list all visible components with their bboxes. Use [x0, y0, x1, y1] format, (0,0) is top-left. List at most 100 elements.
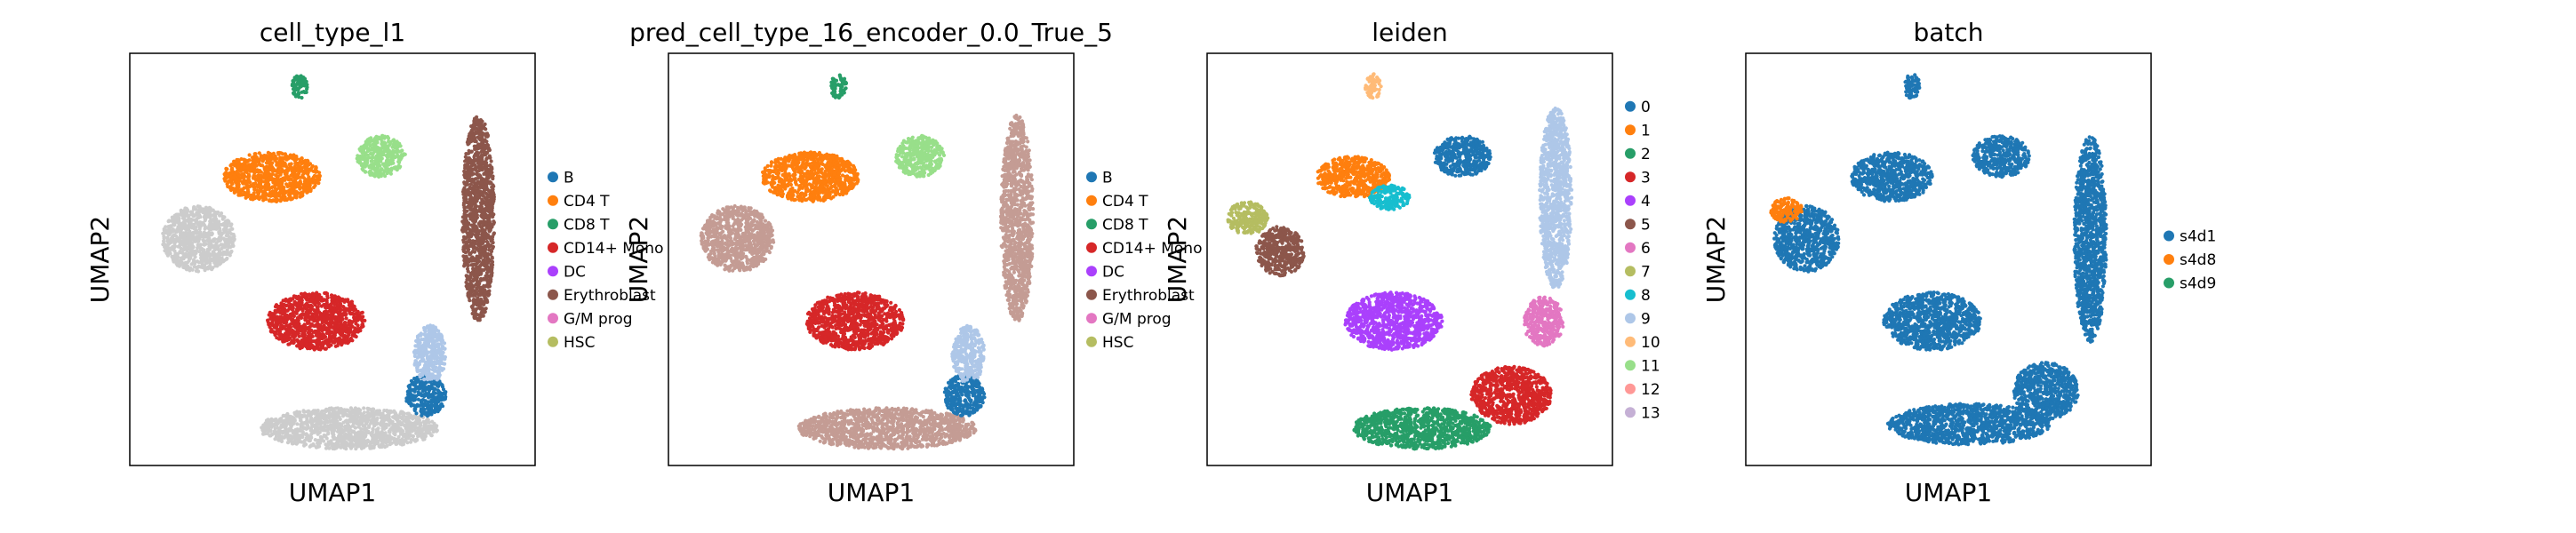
cell-point — [353, 334, 356, 338]
cell-point — [432, 364, 436, 368]
cell-point — [211, 232, 214, 235]
cell-point — [266, 319, 269, 322]
cell-point — [243, 186, 246, 189]
cell-point — [413, 409, 417, 412]
cell-point — [171, 235, 174, 239]
cell-point — [257, 161, 260, 164]
cell-point — [230, 181, 234, 185]
cell-point — [287, 196, 291, 200]
cell-point — [239, 157, 243, 161]
cell-point — [298, 187, 301, 191]
cell-point — [202, 266, 205, 269]
cell-point — [412, 434, 415, 438]
cell-point — [319, 312, 323, 315]
cell-point — [309, 436, 313, 440]
cell-point — [268, 164, 272, 168]
cell-point — [251, 155, 254, 159]
cell-point — [286, 331, 290, 335]
cell-point — [443, 362, 446, 366]
cell-point — [334, 328, 338, 331]
cell-point — [328, 331, 332, 335]
cell-point — [363, 440, 366, 443]
cell-point — [353, 313, 356, 316]
cell-point — [196, 223, 200, 227]
cell-point — [310, 333, 314, 337]
cell-point — [316, 442, 319, 445]
cell-point — [361, 424, 364, 427]
cell-point — [316, 308, 319, 312]
cell-point — [214, 220, 218, 224]
cell-point — [188, 254, 191, 258]
cell-point — [186, 245, 189, 249]
cell-point — [182, 215, 186, 219]
cell-point — [301, 430, 305, 434]
cell-point — [212, 240, 215, 243]
cell-point — [179, 259, 182, 262]
cell-point — [282, 193, 285, 196]
cell-point — [343, 321, 347, 324]
cell-point — [252, 177, 255, 180]
cell-point — [438, 397, 442, 401]
cell-point — [356, 160, 360, 163]
cell-point — [192, 206, 196, 210]
cell-point — [258, 196, 261, 200]
cell-point — [183, 241, 187, 244]
cell-point — [370, 446, 373, 449]
cell-point — [261, 159, 265, 163]
cell-point — [192, 260, 196, 264]
cell-point — [209, 239, 212, 243]
cell-point — [435, 429, 438, 433]
umap-panel-1: cell_type_l1UMAP1UMAP2BCD4 TCD8 TCD14+ M… — [85, 18, 663, 507]
cell-point — [332, 312, 335, 315]
cell-point — [344, 447, 348, 450]
cell-point — [173, 219, 177, 223]
cell-point — [314, 184, 317, 187]
cell-point — [275, 419, 278, 423]
cell-point — [292, 310, 295, 314]
cell-point — [428, 331, 432, 335]
cell-point — [170, 248, 173, 251]
cell-point — [292, 419, 296, 423]
cell-point — [349, 406, 353, 410]
cell-point — [216, 224, 220, 227]
cell-point — [302, 426, 306, 429]
cell-point — [293, 162, 297, 165]
cell-point — [351, 418, 355, 422]
cell-point — [210, 244, 213, 248]
cell-point — [351, 425, 355, 428]
cell-point — [421, 389, 425, 393]
cell-point — [316, 445, 319, 449]
panel-title: cell_type_l1 — [260, 18, 405, 47]
cell-point — [225, 234, 228, 237]
cell-point — [213, 211, 217, 214]
cell-point — [281, 159, 284, 163]
cell-point — [295, 338, 299, 342]
cell-point — [378, 164, 381, 168]
cell-point — [370, 159, 373, 163]
cell-point — [394, 167, 397, 171]
cell-point — [255, 170, 259, 173]
cell-point — [324, 418, 327, 422]
cell-point — [298, 327, 301, 330]
cell-point — [301, 309, 305, 313]
cell-point — [225, 258, 228, 261]
cell-point — [388, 418, 392, 422]
cell-point — [294, 195, 298, 198]
cell-point — [173, 214, 177, 218]
cell-point — [350, 321, 354, 324]
cell-point — [300, 435, 304, 439]
cell-point — [364, 171, 367, 174]
cell-point — [234, 179, 237, 183]
cell-point — [299, 298, 302, 302]
cell-point — [309, 443, 313, 447]
cell-point — [294, 173, 298, 177]
cell-point — [197, 212, 201, 216]
cell-point — [296, 308, 300, 312]
cell-point — [429, 394, 433, 398]
cell-point — [270, 312, 274, 315]
cell-point — [413, 354, 417, 358]
cell-point — [305, 171, 308, 174]
cell-point — [229, 224, 233, 227]
cell-point — [180, 209, 183, 212]
cell-point — [381, 419, 385, 423]
